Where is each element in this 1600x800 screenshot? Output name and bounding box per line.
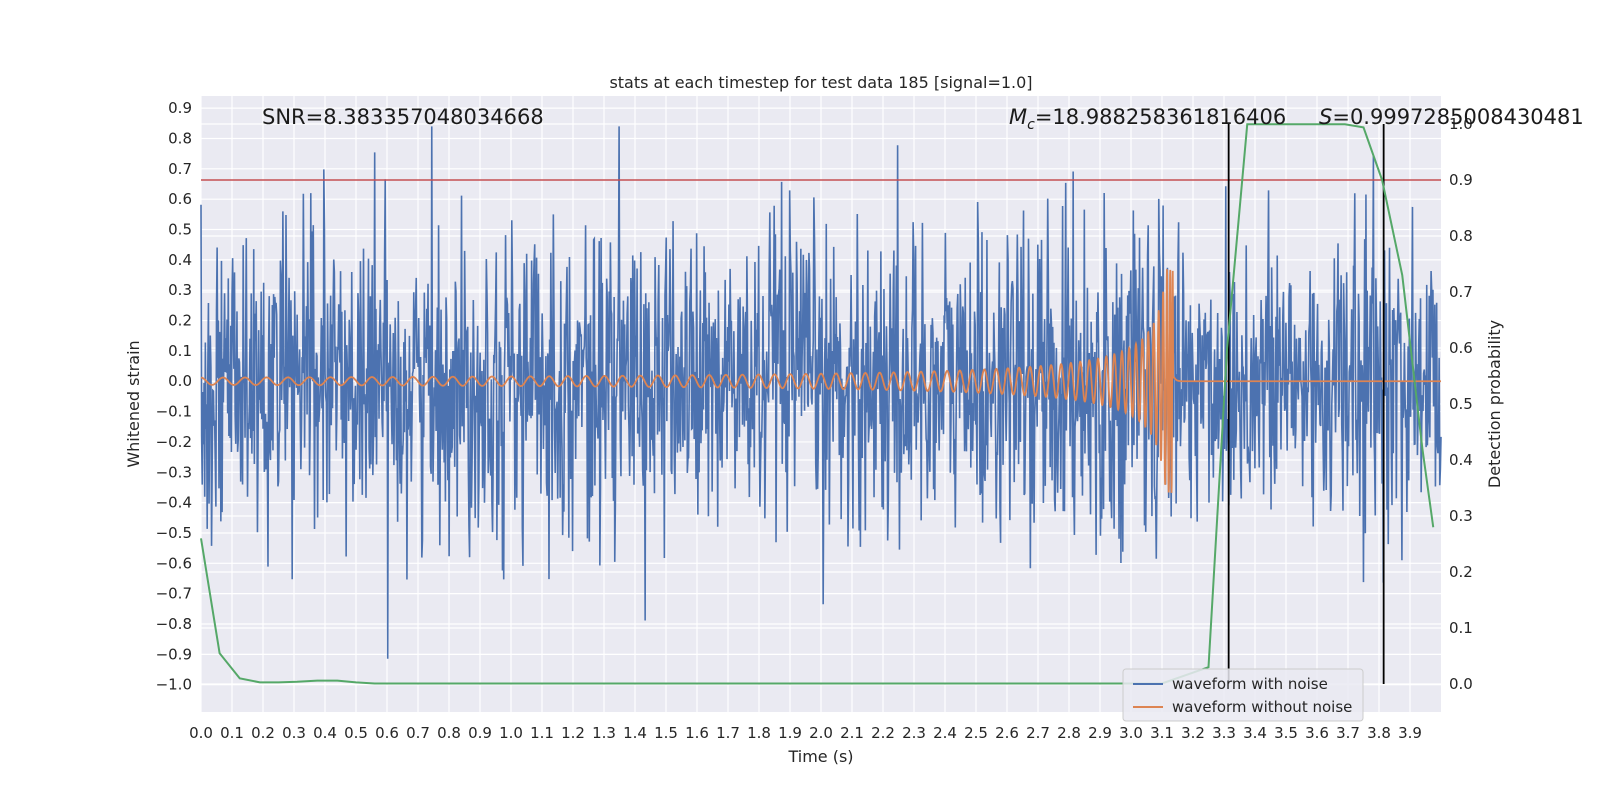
y-tick-label: 0.3 — [168, 281, 192, 299]
y-tick-label: 0.7 — [168, 160, 192, 178]
y2-axis-label: Detection probability — [1485, 320, 1504, 488]
x-tick-label: 0.5 — [344, 724, 368, 742]
y-tick-label: 0.6 — [168, 190, 192, 208]
y2-tick-label: 0.7 — [1449, 283, 1473, 301]
y2-tick-label: 0.9 — [1449, 171, 1473, 189]
legend-box — [1122, 668, 1364, 722]
y-tick-label: −0.3 — [156, 463, 192, 481]
y-tick-label: 0.8 — [168, 129, 192, 147]
x-tick-label: 0.7 — [406, 724, 430, 742]
x-tick-label: 2.9 — [1088, 724, 1112, 742]
y2-tick-label: 0.0 — [1449, 675, 1473, 693]
y-tick-label: 0.9 — [168, 99, 192, 117]
y-tick-label: −0.2 — [156, 433, 192, 451]
chirp-mass-annotation: Mc=18.988258361816406 — [1009, 105, 1286, 133]
signal-series-line — [200, 269, 1441, 493]
noise-series-layer — [200, 126, 1442, 659]
tick-labels: 0.0 0.1 0.2 0.3 0.4 0.5 0.6 0.7 0.8 0.9 1.0 1.1 1.2 1… — [156, 99, 1473, 742]
y-tick-label: −0.5 — [156, 524, 192, 542]
legend-noise-label: waveform with noise — [1172, 675, 1328, 693]
x-tick-label: 0.1 — [220, 724, 244, 742]
y2-tick-label: 0.4 — [1449, 451, 1473, 469]
x-tick-label: 0.8 — [437, 724, 461, 742]
y2-tick-label: 0.5 — [1449, 395, 1473, 413]
x-tick-label: 3.5 — [1274, 724, 1298, 742]
x-tick-label: 1.8 — [747, 724, 771, 742]
signal-series-layer — [200, 269, 1441, 493]
probability-series-layer — [200, 123, 1435, 685]
x-tick-label: 0.3 — [282, 724, 306, 742]
x-tick-label: 1.7 — [716, 724, 740, 742]
probability-series-line — [200, 123, 1435, 685]
y-tick-label: 0.2 — [168, 312, 192, 330]
x-tick-label: 2.6 — [995, 724, 1019, 742]
x-tick-label: 3.6 — [1305, 724, 1329, 742]
y-tick-label: −0.6 — [156, 554, 192, 572]
y-tick-label: −0.4 — [156, 494, 192, 512]
x-tick-label: 2.0 — [809, 724, 833, 742]
x-tick-label: 2.8 — [1057, 724, 1081, 742]
x-tick-label: 3.3 — [1212, 724, 1236, 742]
y-tick-label: 0.4 — [168, 251, 192, 269]
x-tick-label: 0.0 — [189, 724, 213, 742]
y2-tick-label: 0.3 — [1449, 507, 1473, 525]
y-tick-label: −0.1 — [156, 403, 192, 421]
y-tick-label: 0.5 — [168, 221, 192, 239]
x-tick-label: 2.2 — [871, 724, 895, 742]
x-tick-label: 1.4 — [623, 724, 647, 742]
y-tick-label: −0.7 — [156, 585, 192, 603]
x-tick-label: 3.8 — [1367, 724, 1391, 742]
chart-title: stats at each timestep for test data 185… — [609, 73, 1032, 92]
x-tick-label: 2.1 — [840, 724, 864, 742]
x-tick-label: 0.2 — [251, 724, 275, 742]
x-tick-label: 1.1 — [530, 724, 554, 742]
x-tick-label: 1.5 — [654, 724, 678, 742]
y2-tick-label: 0.6 — [1449, 339, 1473, 357]
x-tick-label: 2.5 — [964, 724, 988, 742]
x-tick-label: 0.9 — [468, 724, 492, 742]
x-tick-label: 1.6 — [685, 724, 709, 742]
y2-tick-label: 0.8 — [1449, 227, 1473, 245]
overlay-layer — [201, 124, 1441, 684]
y-tick-label: 0.0 — [168, 372, 192, 390]
x-tick-label: 2.4 — [933, 724, 957, 742]
x-tick-label: 3.2 — [1181, 724, 1205, 742]
x-tick-label: 2.7 — [1026, 724, 1050, 742]
y2-tick-label: 0.2 — [1449, 563, 1473, 581]
noise-series-line — [200, 126, 1442, 659]
x-tick-label: 3.9 — [1398, 724, 1422, 742]
x-tick-label: 3.1 — [1150, 724, 1174, 742]
x-tick-label: 0.6 — [375, 724, 399, 742]
y-axis-label: Whitened strain — [124, 340, 143, 467]
x-tick-label: 1.0 — [499, 724, 523, 742]
y2-tick-label: 1.0 — [1449, 115, 1473, 133]
y-tick-label: 0.1 — [168, 342, 192, 360]
legend: waveform with noise waveform without noi… — [1122, 668, 1364, 722]
legend-signal-label: waveform without noise — [1172, 698, 1352, 716]
x-tick-label: 1.3 — [592, 724, 616, 742]
y-tick-label: −0.8 — [156, 615, 192, 633]
x-tick-label: 2.3 — [902, 724, 926, 742]
snr-annotation: SNR=8.383357048034668 — [262, 105, 544, 129]
x-tick-label: 1.2 — [561, 724, 585, 742]
x-tick-label: 3.7 — [1336, 724, 1360, 742]
y-tick-label: −0.9 — [156, 645, 192, 663]
score-annotation: S=0.9997285008430481 — [1319, 105, 1584, 129]
y2-tick-label: 0.1 — [1449, 619, 1473, 637]
x-axis-label: Time (s) — [787, 747, 853, 766]
x-tick-label: 3.4 — [1243, 724, 1267, 742]
x-tick-label: 3.0 — [1119, 724, 1143, 742]
x-tick-label: 0.4 — [313, 724, 337, 742]
x-tick-label: 1.9 — [778, 724, 802, 742]
y-tick-label: −1.0 — [156, 676, 192, 694]
